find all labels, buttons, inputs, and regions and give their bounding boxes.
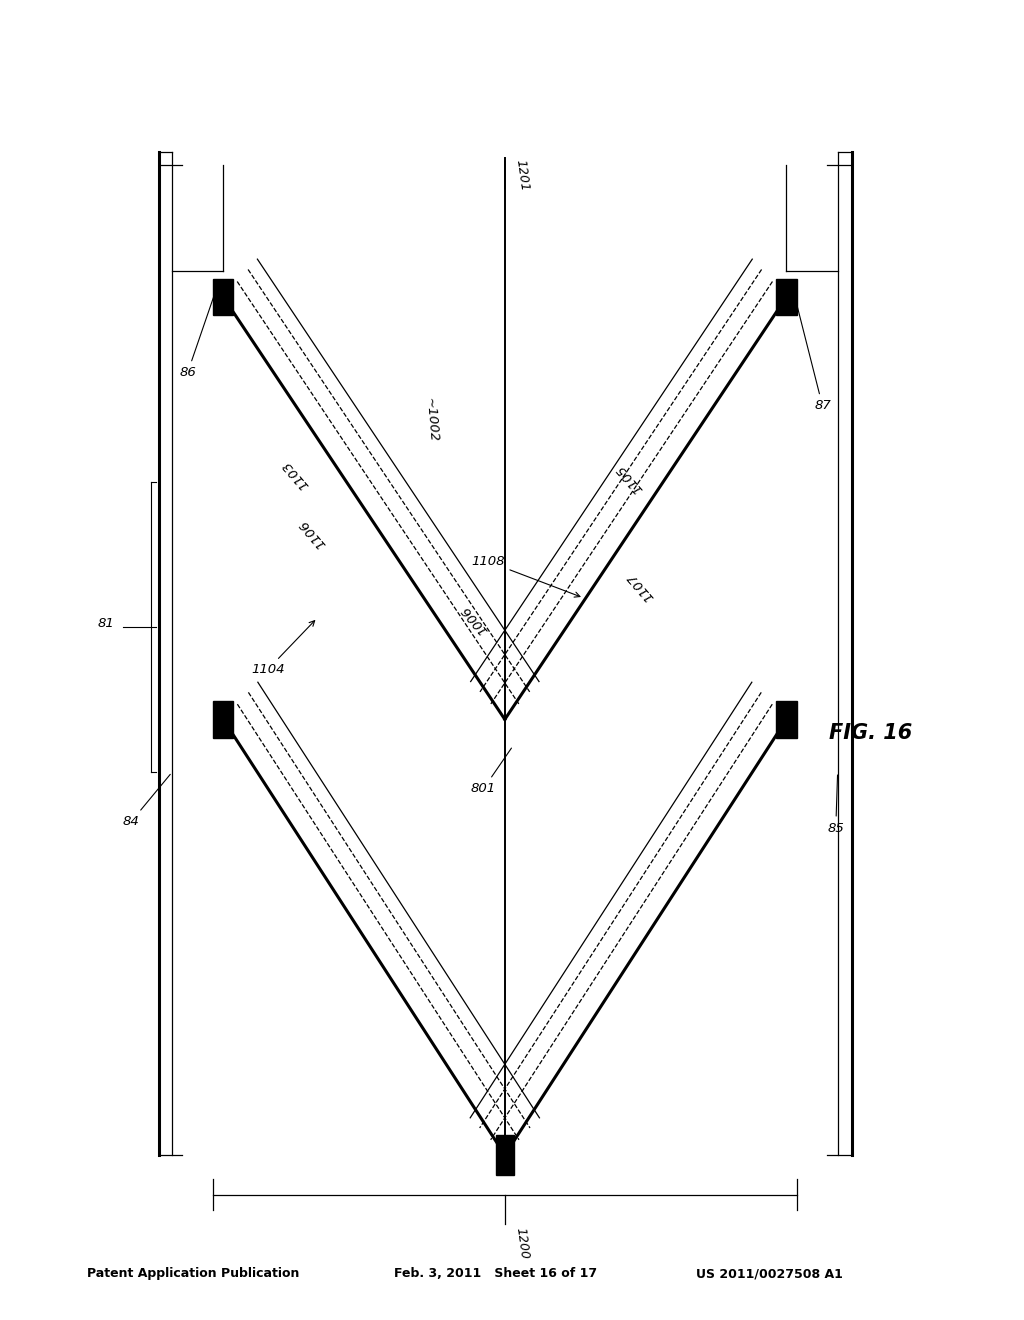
Text: 1103: 1103: [280, 458, 311, 491]
Text: 86: 86: [179, 286, 217, 379]
Text: 87: 87: [793, 286, 830, 412]
Text: 1108: 1108: [471, 554, 580, 597]
Text: Feb. 3, 2011   Sheet 16 of 17: Feb. 3, 2011 Sheet 16 of 17: [394, 1267, 597, 1280]
Text: 1104: 1104: [251, 620, 314, 676]
Text: ~1002: ~1002: [423, 397, 439, 442]
Polygon shape: [496, 1135, 514, 1175]
Text: 81: 81: [97, 616, 114, 630]
Text: 1201: 1201: [513, 158, 530, 191]
Polygon shape: [776, 701, 797, 738]
Text: 801: 801: [471, 748, 511, 795]
Polygon shape: [213, 701, 233, 738]
Text: Patent Application Publication: Patent Application Publication: [87, 1267, 299, 1280]
Text: US 2011/0027508 A1: US 2011/0027508 A1: [696, 1267, 843, 1280]
Text: 1106: 1106: [297, 517, 329, 550]
Text: 1105: 1105: [614, 462, 646, 495]
Text: 84: 84: [123, 775, 170, 828]
Polygon shape: [776, 279, 797, 315]
Text: 1107: 1107: [625, 570, 656, 603]
Text: 85: 85: [827, 775, 844, 834]
Text: 1006: 1006: [459, 603, 490, 636]
Text: 1200: 1200: [513, 1226, 530, 1259]
Text: FIG. 16: FIG. 16: [829, 723, 912, 743]
Polygon shape: [213, 279, 233, 315]
